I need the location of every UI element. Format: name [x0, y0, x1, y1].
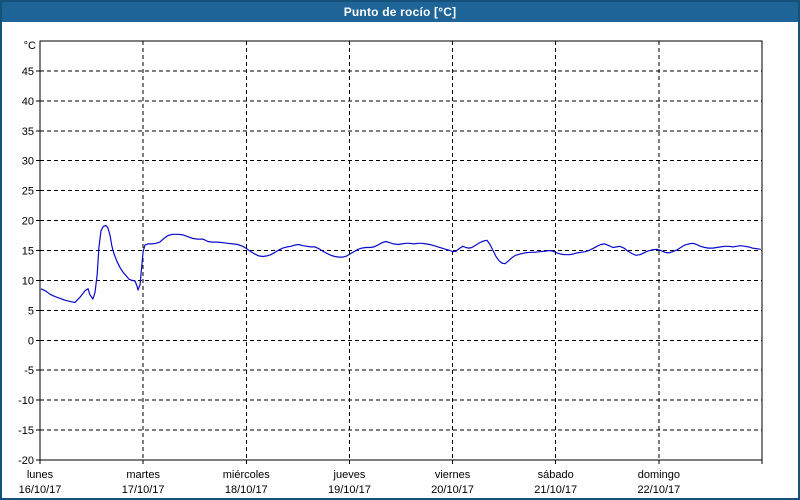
y-axis-label: 25	[22, 186, 34, 198]
x-axis-day-label: miércoles	[223, 469, 271, 481]
y-axis-label: 20	[22, 216, 34, 228]
y-axis-label: 0	[28, 335, 34, 347]
x-axis-day-label: martes	[126, 469, 160, 481]
y-axis-label: 15	[22, 246, 34, 258]
x-axis-date-label: 16/10/17	[19, 484, 62, 496]
x-axis-day-label: viernes	[435, 469, 471, 481]
y-axis-label: -15	[18, 425, 34, 437]
x-axis-date-label: 17/10/17	[122, 484, 165, 496]
x-axis-day-label: domingo	[638, 469, 680, 481]
x-axis-date-label: 18/10/17	[225, 484, 268, 496]
y-axis-label: -5	[24, 365, 34, 377]
plot-frame	[39, 40, 763, 461]
y-axis-label: 30	[22, 156, 34, 168]
y-axis-label: 45	[22, 66, 34, 78]
chart-area: -20 -15 -10 -5 0 5 10 15 20 25 30 35 40 45 °C lunes 16/1…	[2, 22, 798, 498]
x-axis-day-label: lunes	[27, 469, 54, 481]
x-axis-date-label: 21/10/17	[534, 484, 577, 496]
dew-point-line	[40, 224, 761, 304]
y-axis-label: -20	[18, 455, 34, 467]
y-axis-label: 40	[22, 96, 34, 108]
y-axis-label: 35	[22, 126, 34, 138]
x-axis-day-label: sábado	[538, 469, 574, 481]
x-axis-day-label: jueves	[333, 469, 366, 481]
x-axis-date-label: 19/10/17	[328, 484, 371, 496]
x-axis-date-label: 20/10/17	[431, 484, 474, 496]
y-axis-unit-label: °C	[24, 40, 36, 52]
dew-point-chart: -20 -15 -10 -5 0 5 10 15 20 25 30 35 40 45 °C lunes 16/1…	[18, 40, 763, 496]
title-bar: Punto de rocío [°C]	[2, 2, 798, 22]
y-axis-label: 10	[22, 275, 34, 287]
y-axis-label: 5	[28, 305, 34, 317]
x-axis-date-label: 22/10/17	[637, 484, 680, 496]
chart-title: Punto de rocío [°C]	[343, 5, 457, 19]
y-axis-label: -10	[18, 395, 34, 407]
